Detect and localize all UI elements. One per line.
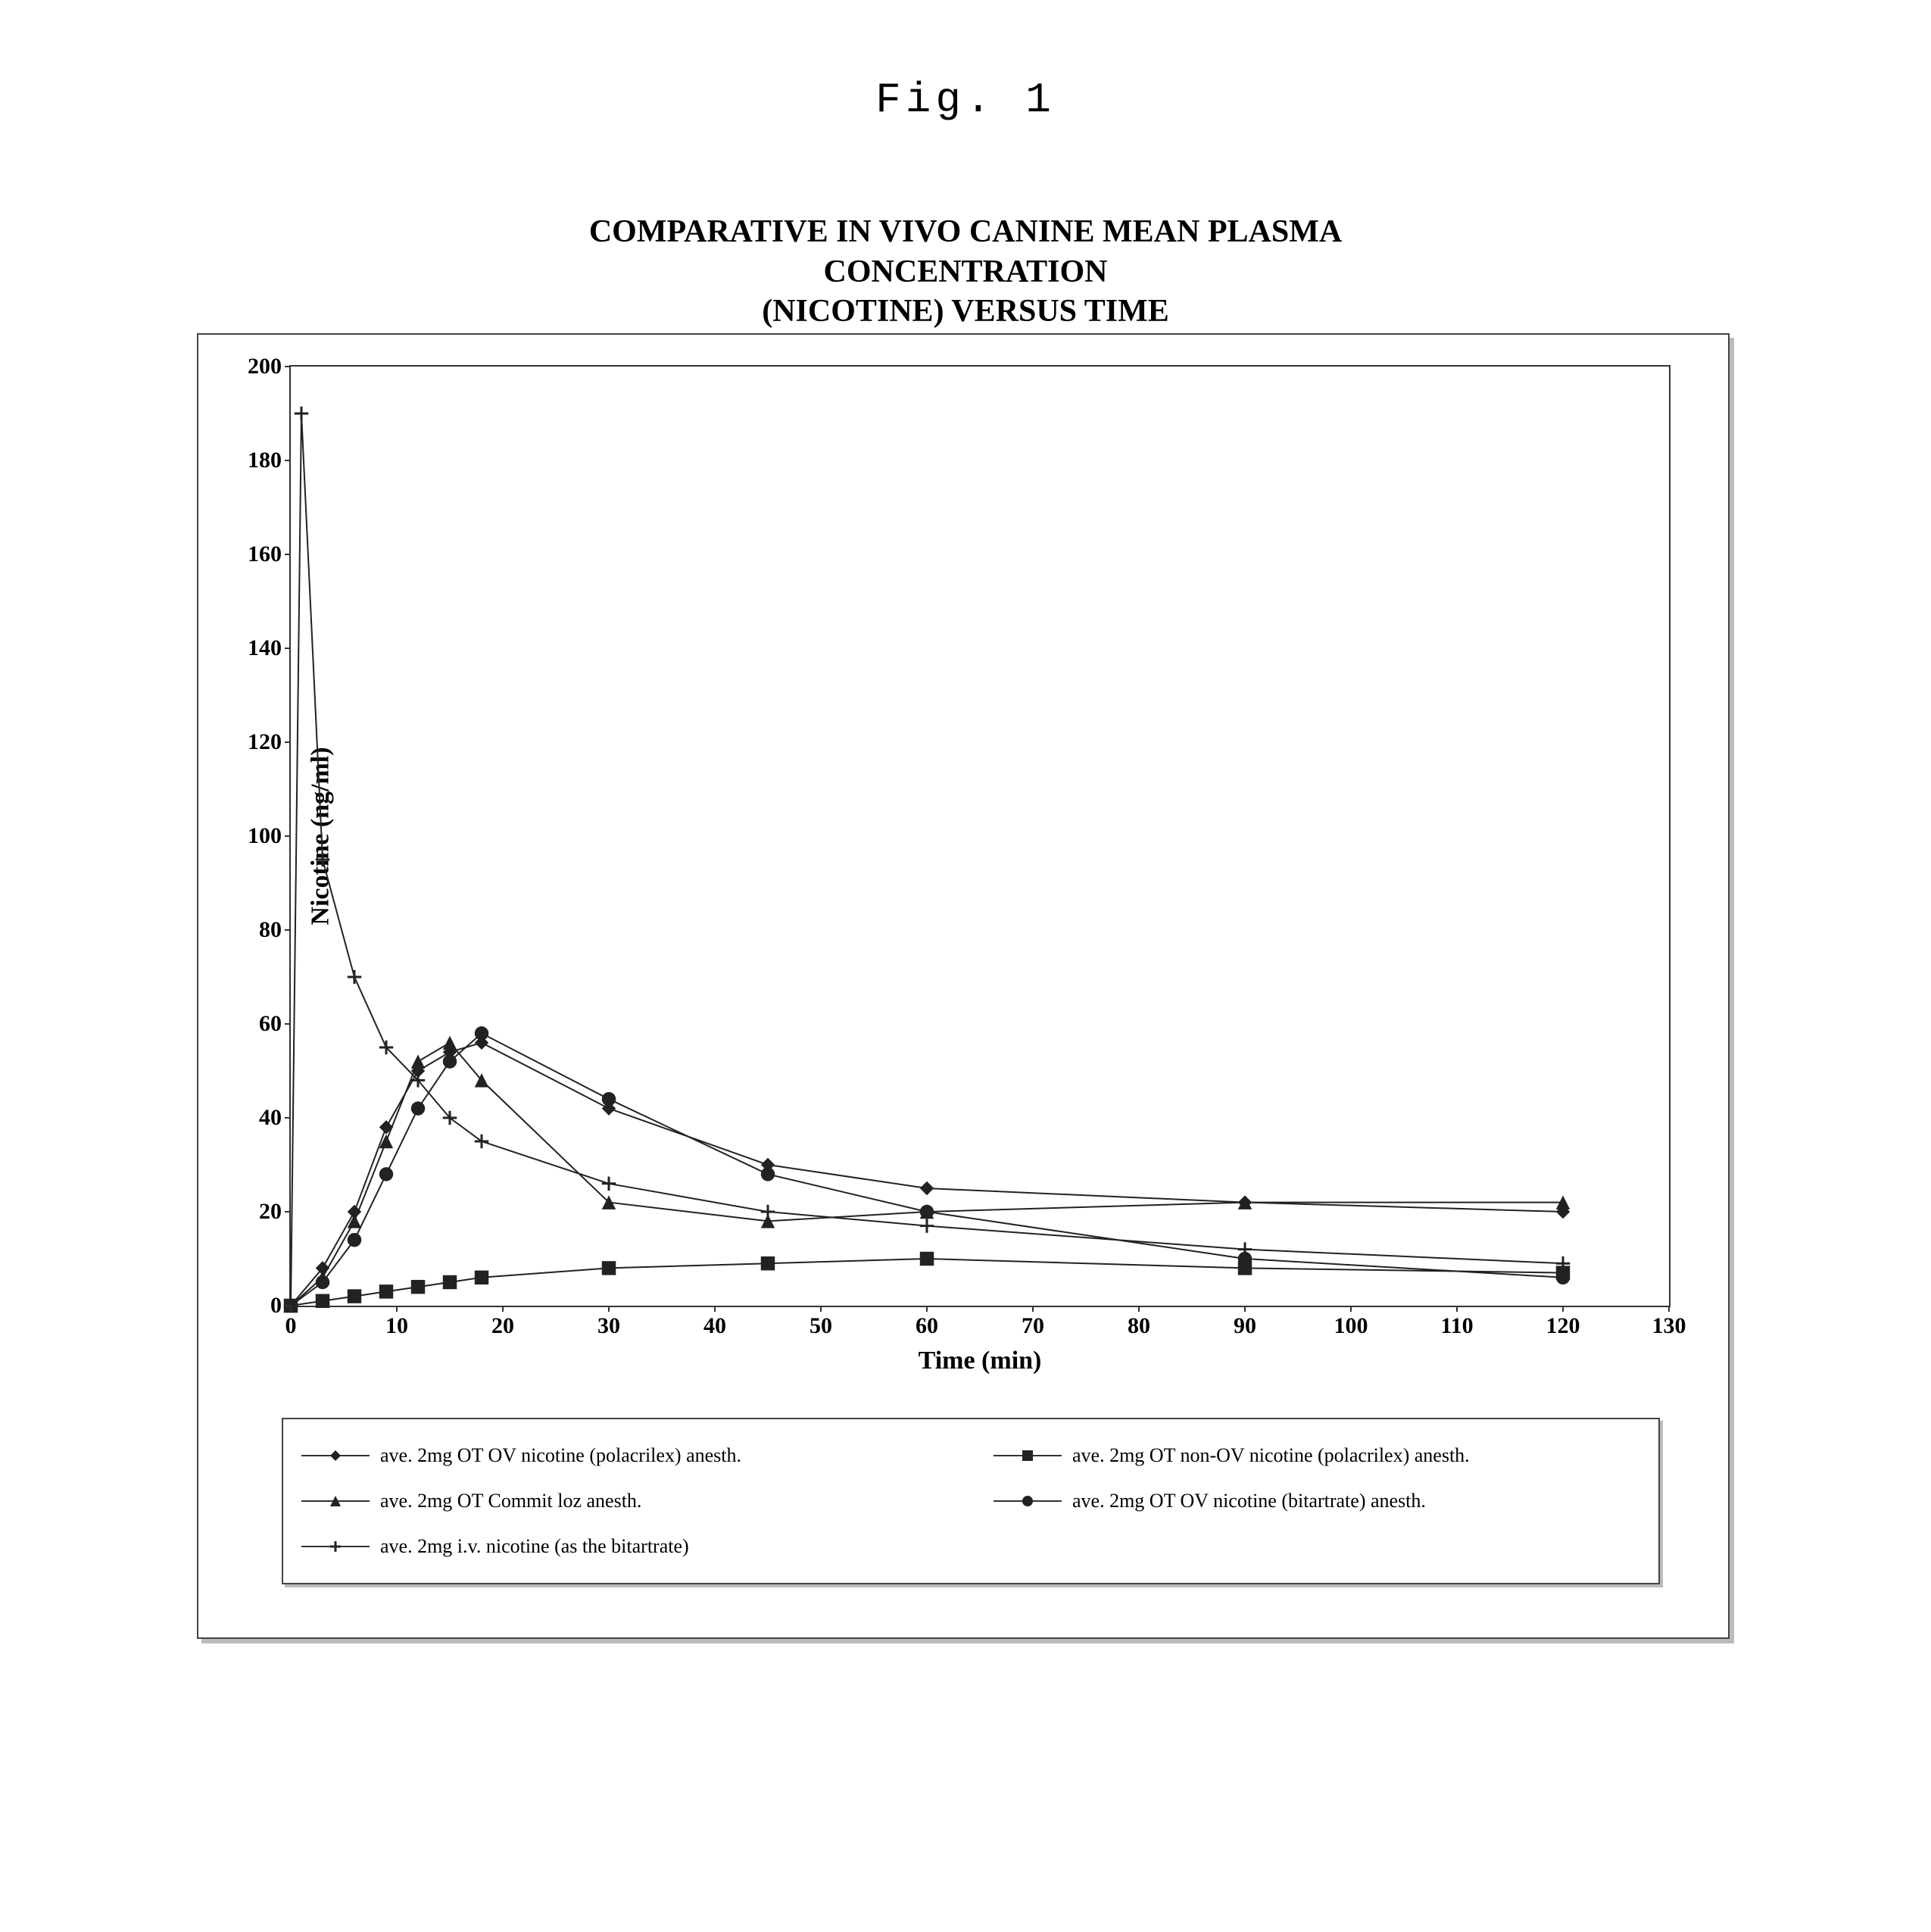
series-marker-iv_bitartrate xyxy=(761,1205,775,1219)
legend-label: ave. 2mg OT Commit loz anesth. xyxy=(380,1490,641,1512)
legend-label: ave. 2mg OT OV nicotine (polacrilex) ane… xyxy=(380,1444,741,1467)
legend-item-commit_loz: ave. 2mg OT Commit loz anesth. xyxy=(301,1490,948,1512)
series-marker-iv_bitartrate xyxy=(295,407,308,420)
series-marker-iv_bitartrate xyxy=(475,1135,488,1148)
legend-item-ov_polacrilex: ave. 2mg OT OV nicotine (polacrilex) ane… xyxy=(301,1444,948,1467)
series-marker-ov_bitartrate xyxy=(1238,1252,1252,1266)
series-marker-ov_bitartrate xyxy=(348,1233,361,1247)
title-line-2: (NICOTINE) VERSUS TIME xyxy=(498,292,1433,332)
legend-swatch xyxy=(301,1492,370,1510)
series-marker-nonov_polacrilex xyxy=(920,1252,934,1266)
series-marker-nonov_polacrilex xyxy=(411,1280,425,1294)
chart-title: COMPARATIVE IN VIVO CANINE MEAN PLASMA C… xyxy=(498,212,1433,332)
title-line-1: COMPARATIVE IN VIVO CANINE MEAN PLASMA C… xyxy=(498,212,1433,292)
x-axis-label: Time (min) xyxy=(919,1347,1042,1375)
series-marker-iv_bitartrate xyxy=(316,853,329,866)
legend-label: ave. 2mg i.v. nicotine (as the bitartrat… xyxy=(380,1535,689,1558)
series-marker-nonov_polacrilex xyxy=(602,1261,616,1275)
legend-swatch xyxy=(994,1447,1062,1465)
chart-svg xyxy=(291,367,1669,1306)
series-marker-ov_bitartrate xyxy=(379,1167,393,1181)
series-marker-nonov_polacrilex xyxy=(379,1284,393,1298)
legend-swatch xyxy=(994,1492,1062,1510)
series-marker-commit_loz xyxy=(411,1054,425,1068)
legend-swatch xyxy=(301,1537,370,1556)
series-marker-nonov_polacrilex xyxy=(443,1275,457,1289)
series-marker-nonov_polacrilex xyxy=(475,1271,488,1284)
legend-label: ave. 2mg OT non-OV nicotine (polacrilex)… xyxy=(1072,1444,1470,1467)
series-marker-ov_bitartrate xyxy=(761,1167,775,1181)
series-line-iv_bitartrate xyxy=(291,414,1563,1306)
legend: ave. 2mg OT OV nicotine (polacrilex) ane… xyxy=(282,1418,1660,1584)
series-marker-nonov_polacrilex xyxy=(316,1294,329,1308)
series-marker-ov_bitartrate xyxy=(475,1026,488,1040)
series-marker-iv_bitartrate xyxy=(602,1177,616,1191)
plot-area: Nicotine (ng/ml) Time (min) 020406080100… xyxy=(289,365,1671,1307)
legend-item-ov_bitartrate: ave. 2mg OT OV nicotine (bitartrate) ane… xyxy=(994,1490,1640,1512)
series-marker-ov_bitartrate xyxy=(602,1092,616,1106)
series-marker-ov_polacrilex xyxy=(920,1181,934,1195)
figure-label: Fig. 1 xyxy=(875,76,1056,124)
series-marker-commit_loz xyxy=(443,1036,457,1050)
series-marker-ov_bitartrate xyxy=(1556,1271,1570,1284)
series-marker-ov_bitartrate xyxy=(316,1275,329,1289)
series-marker-ov_bitartrate xyxy=(443,1054,457,1068)
legend-swatch xyxy=(301,1447,370,1465)
chart-outer-frame: Nicotine (ng/ml) Time (min) 020406080100… xyxy=(197,333,1730,1639)
legend-item-nonov_polacrilex: ave. 2mg OT non-OV nicotine (polacrilex)… xyxy=(994,1444,1640,1467)
series-marker-iv_bitartrate xyxy=(920,1219,934,1232)
series-marker-iv_bitartrate xyxy=(348,970,361,984)
legend-label: ave. 2mg OT OV nicotine (bitartrate) ane… xyxy=(1072,1490,1426,1512)
series-marker-nonov_polacrilex xyxy=(761,1256,775,1270)
page: Fig. 1 COMPARATIVE IN VIVO CANINE MEAN P… xyxy=(30,30,1901,1901)
series-marker-nonov_polacrilex xyxy=(348,1289,361,1303)
series-marker-ov_bitartrate xyxy=(920,1205,934,1219)
series-marker-ov_bitartrate xyxy=(411,1101,425,1115)
legend-item-iv_bitartrate: ave. 2mg i.v. nicotine (as the bitartrat… xyxy=(301,1535,948,1558)
